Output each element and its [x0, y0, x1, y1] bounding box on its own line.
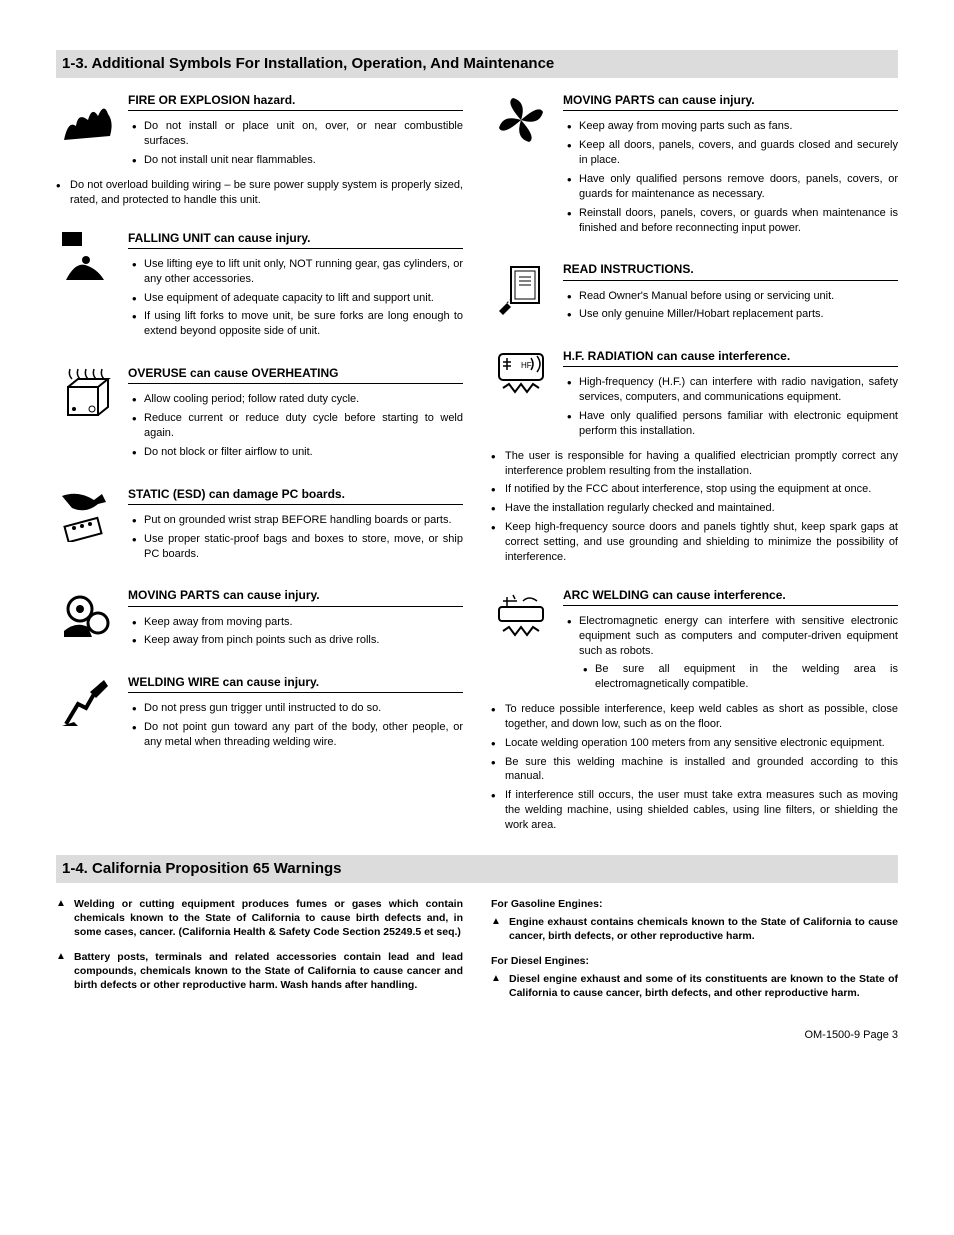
manual-icon: [491, 261, 551, 317]
overheat-icon: [56, 365, 116, 421]
block-fire: FIRE OR EXPLOSION hazard. Do not install…: [56, 92, 463, 207]
block-title: WELDING WIRE can cause injury.: [128, 674, 463, 693]
bullet: Have only qualified persons remove doors…: [563, 172, 898, 202]
fire-icon: [56, 92, 116, 148]
bullet: Read Owner's Manual before using or serv…: [563, 289, 898, 304]
block-esd: STATIC (ESD) can damage PC boards. Put o…: [56, 486, 463, 566]
bullet: Do not block or filter airflow to unit.: [128, 445, 463, 460]
bullet: If interference still occurs, the user m…: [491, 788, 898, 833]
bullet: Keep high-frequency source doors and pan…: [491, 520, 898, 565]
bullet: If using lift forks to move unit, be sur…: [128, 309, 463, 339]
wire-icon: [56, 674, 116, 730]
bullet: Put on grounded wrist strap BEFORE handl…: [128, 513, 463, 528]
block-title: MOVING PARTS can cause injury.: [563, 92, 898, 111]
diesel-subhead: For Diesel Engines:: [491, 954, 898, 968]
symbols-columns: FIRE OR EXPLOSION hazard. Do not install…: [56, 92, 898, 855]
block-title: FIRE OR EXPLOSION hazard.: [128, 92, 463, 111]
prop65-columns: Welding or cutting equipment produces fu…: [56, 897, 898, 1010]
block-arc: ARC WELDING can cause interference. Elec…: [491, 587, 898, 833]
bullet: Be sure this welding machine is installe…: [491, 755, 898, 785]
bullet: Have the installation regularly checked …: [491, 501, 898, 516]
bullet: Do not install unit near flammables.: [128, 153, 463, 168]
block-moving-left: MOVING PARTS can cause injury. Keep away…: [56, 587, 463, 652]
prop-left: Welding or cutting equipment produces fu…: [56, 897, 463, 1010]
bullet: Do not overload building wiring – be sur…: [56, 178, 463, 208]
block-hf: H.F. RADIATION can cause interference. H…: [491, 348, 898, 564]
prop-right: For Gasoline Engines: Engine exhaust con…: [491, 897, 898, 1010]
block-title: STATIC (ESD) can damage PC boards.: [128, 486, 463, 505]
right-column: MOVING PARTS can cause injury. Keep away…: [491, 92, 898, 855]
gears-icon: [56, 587, 116, 643]
bullet: Reinstall doors, panels, covers, or guar…: [563, 206, 898, 236]
bullet: High-frequency (H.F.) can interfere with…: [563, 375, 898, 405]
arc-icon: [491, 587, 551, 643]
bullet: Keep all doors, panels, covers, and guar…: [563, 138, 898, 168]
page-footer: OM-1500-9 Page 3: [56, 1028, 898, 1043]
bullet: Do not point gun toward any part of the …: [128, 720, 463, 750]
bullet: Use proper static-proof bags and boxes t…: [128, 532, 463, 562]
bullet: Keep away from pinch points such as driv…: [128, 633, 463, 648]
bullet: If notified by the FCC about interferenc…: [491, 482, 898, 497]
esd-icon: [56, 486, 116, 542]
bullet: Locate welding operation 100 meters from…: [491, 736, 898, 751]
warning-item: Battery posts, terminals and related acc…: [56, 950, 463, 993]
block-overheat: OVERUSE can cause OVERHEATING Allow cool…: [56, 365, 463, 464]
block-read: READ INSTRUCTIONS. Read Owner's Manual b…: [491, 261, 898, 326]
bullet: The user is responsible for having a qua…: [491, 449, 898, 479]
fan-icon: [491, 92, 551, 148]
bullet: Electromagnetic energy can interfere wit…: [563, 614, 898, 659]
block-title: ARC WELDING can cause interference.: [563, 587, 898, 606]
warning-item: Engine exhaust contains chemicals known …: [491, 915, 898, 943]
block-title: READ INSTRUCTIONS.: [563, 261, 898, 280]
block-title: OVERUSE can cause OVERHEATING: [128, 365, 463, 384]
bullet: Allow cooling period; follow rated duty …: [128, 392, 463, 407]
gas-subhead: For Gasoline Engines:: [491, 897, 898, 911]
warning-item: Diesel engine exhaust and some of its co…: [491, 972, 898, 1000]
falling-icon: [56, 230, 116, 286]
bullet: Use only genuine Miller/Hobart replaceme…: [563, 307, 898, 322]
bullet: Reduce current or reduce duty cycle befo…: [128, 411, 463, 441]
bullet: To reduce possible interference, keep we…: [491, 702, 898, 732]
block-falling: FALLING UNIT can cause injury. Use lifti…: [56, 230, 463, 343]
block-title: H.F. RADIATION can cause interference.: [563, 348, 898, 367]
block-moving-right: MOVING PARTS can cause injury. Keep away…: [491, 92, 898, 239]
block-wire: WELDING WIRE can cause injury. Do not pr…: [56, 674, 463, 754]
block-title: FALLING UNIT can cause injury.: [128, 230, 463, 249]
section-heading-1-3: 1-3. Additional Symbols For Installation…: [56, 50, 898, 78]
bullet: Keep away from moving parts such as fans…: [563, 119, 898, 134]
bullet: Have only qualified persons familiar wit…: [563, 409, 898, 439]
bullet: Do not install or place unit on, over, o…: [128, 119, 463, 149]
left-column: FIRE OR EXPLOSION hazard. Do not install…: [56, 92, 463, 855]
bullet: Do not press gun trigger until instructe…: [128, 701, 463, 716]
warning-item: Welding or cutting equipment produces fu…: [56, 897, 463, 940]
bullet: Be sure all equipment in the welding are…: [579, 662, 898, 692]
block-title: MOVING PARTS can cause injury.: [128, 587, 463, 606]
hf-icon: [491, 348, 551, 404]
section-heading-1-4: 1-4. California Proposition 65 Warnings: [56, 855, 898, 883]
bullet: Keep away from moving parts.: [128, 615, 463, 630]
bullet: Use equipment of adequate capacity to li…: [128, 291, 463, 306]
bullet: Use lifting eye to lift unit only, NOT r…: [128, 257, 463, 287]
